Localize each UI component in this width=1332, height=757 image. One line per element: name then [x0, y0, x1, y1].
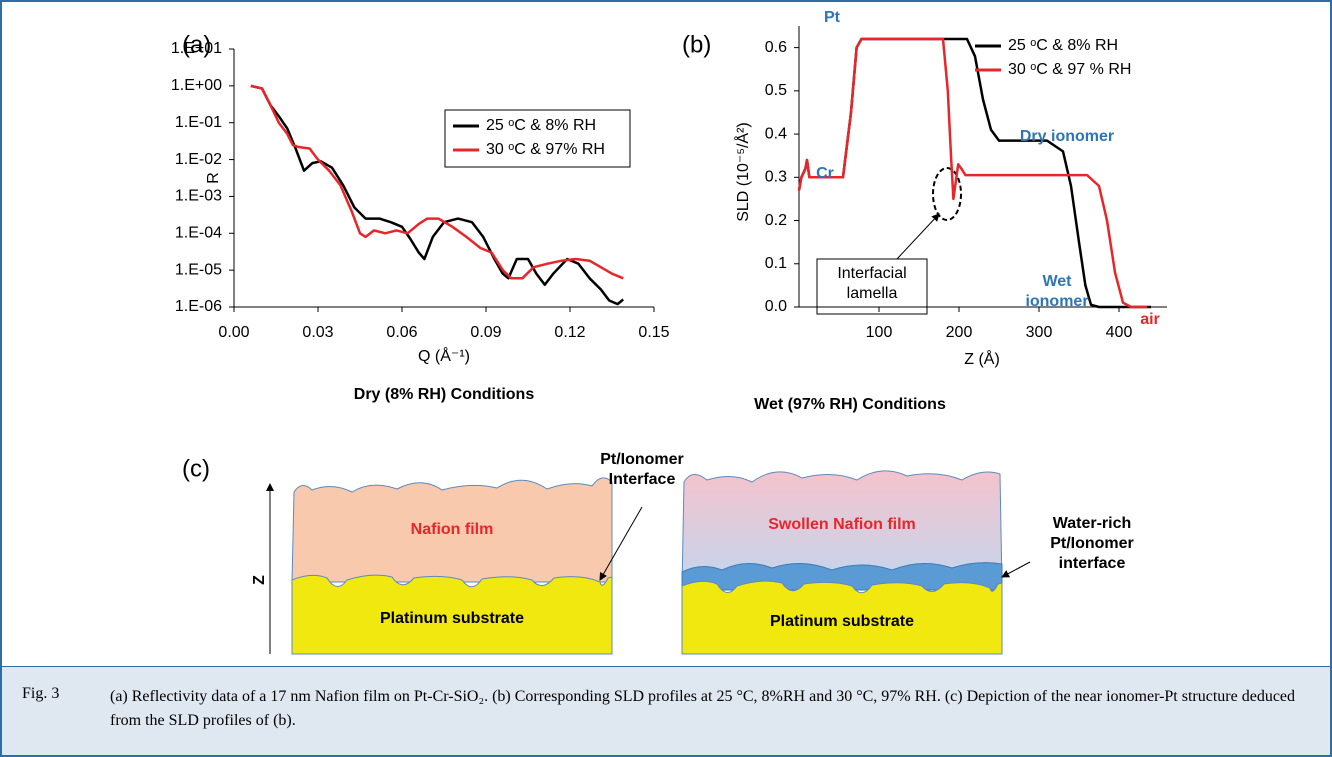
y-tick-label: 1.E-06 [175, 298, 222, 315]
legend-label: 25 ᵒC & 8% RH [1008, 37, 1118, 54]
legend-label: 30 ᵒC & 97% RH [486, 141, 605, 158]
x-tick-label: 300 [1026, 324, 1053, 341]
annotation-arrow [896, 213, 940, 260]
interface-arrow [599, 506, 643, 581]
annotation: air [1140, 311, 1160, 328]
y-axis-label: SLD (10⁻⁵/Å²) [733, 122, 752, 222]
y-tick-label: 1.E+00 [171, 77, 222, 94]
y-tick-label: 1.E-05 [175, 261, 222, 278]
y-tick-label: 0.6 [765, 39, 787, 56]
x-tick-label: 0.00 [218, 324, 249, 341]
y-tick-label: 0.1 [765, 255, 787, 272]
y-tick-label: 0.5 [765, 82, 787, 99]
series-line [250, 84, 624, 306]
swollen-film [681, 470, 1003, 588]
series-line [250, 84, 624, 280]
series-line [797, 37, 1147, 309]
y-tick-label: 1.E-03 [175, 188, 222, 205]
y-tick-label: 1.E-02 [175, 151, 222, 168]
annotation: Cr [816, 165, 834, 182]
x-tick-label: 0.09 [470, 324, 501, 341]
interface-label: Pt/Ionomer Interface [600, 451, 684, 488]
annotation: Dry ionomer [1019, 128, 1115, 145]
interface-arrow [1001, 561, 1031, 578]
interface-label: Water-rich Pt/Ionomer interface [1050, 515, 1134, 572]
panel-label: (b) [682, 31, 711, 58]
film-label: Swollen Nafion film [768, 516, 916, 533]
caption: Fig. 3 (a) Reflectivity data of a 17 nm … [2, 666, 1330, 755]
axis-label: Z [251, 575, 268, 585]
x-tick-label: 100 [866, 324, 893, 341]
caption-label: Fig. 3 [22, 685, 60, 702]
y-tick-label: 1.E-01 [175, 114, 222, 131]
x-tick-label: 400 [1106, 324, 1133, 341]
film-label: Nafion film [411, 521, 494, 538]
x-tick-label: 200 [946, 324, 973, 341]
legend-label: 25 ᵒC & 8% RH [486, 117, 596, 134]
x-tick-label: 0.15 [638, 324, 669, 341]
y-tick-label: 0.2 [765, 212, 787, 229]
substrate [291, 574, 613, 655]
panel-label: (a) [182, 31, 211, 58]
x-tick-label: 0.03 [302, 324, 333, 341]
chart-title: Dry (8% RH) Conditions [354, 386, 535, 403]
y-tick-label: 0.3 [765, 169, 787, 186]
annotation-box [816, 258, 928, 315]
x-tick-label: 0.12 [554, 324, 585, 341]
x-axis-label: Q (Å⁻¹) [418, 346, 470, 365]
substrate-label: Platinum substrate [380, 610, 524, 627]
x-tick-label: 0.06 [386, 324, 417, 341]
film [291, 477, 613, 583]
legend-label: 30 ᵒC & 97 % RH [1008, 61, 1131, 78]
y-tick-label: 1.E+01 [171, 40, 222, 57]
y-tick-label: 0.4 [765, 125, 787, 142]
chart-title: Wet (97% RH) Conditions [754, 396, 946, 413]
annotation: Interfacial lamella [837, 265, 907, 302]
lamella-ellipse [932, 167, 962, 221]
y-tick-label: 0.0 [765, 298, 787, 315]
y-tick-label: 1.E-04 [175, 225, 222, 242]
annotation: Pt [824, 9, 840, 26]
annotation: Wet ionomer [1025, 273, 1089, 310]
substrate [681, 580, 1003, 655]
caption-text: (a) Reflectivity data of a 17 nm Nafion … [110, 688, 1296, 729]
y-axis-label: R [205, 172, 222, 184]
panel-label: (c) [182, 455, 210, 482]
x-axis-label: Z (Å) [964, 349, 1000, 368]
legend-box [444, 109, 631, 168]
substrate-label: Platinum substrate [770, 613, 914, 630]
